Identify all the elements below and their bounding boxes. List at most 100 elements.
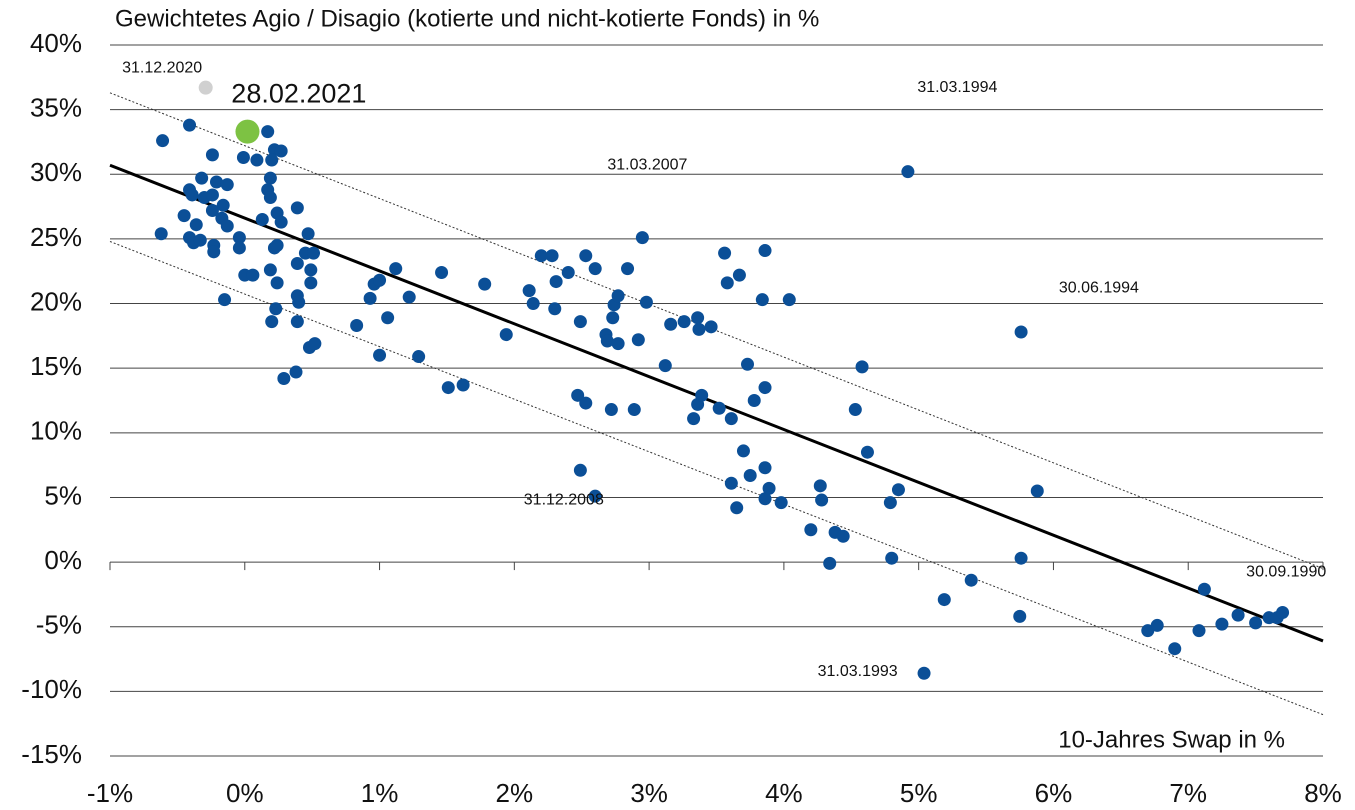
y-tick-label: 20% bbox=[30, 286, 82, 316]
point bbox=[220, 178, 234, 192]
annotation: 30.06.1994 bbox=[1059, 279, 1139, 296]
point bbox=[263, 263, 277, 277]
point bbox=[363, 291, 377, 305]
y-tick-label: 15% bbox=[30, 351, 82, 381]
point bbox=[758, 461, 772, 475]
point bbox=[588, 489, 602, 503]
point bbox=[604, 403, 618, 417]
point bbox=[522, 284, 536, 298]
point bbox=[381, 311, 395, 325]
point bbox=[548, 302, 562, 316]
x-tick-label: 1% bbox=[361, 778, 399, 808]
point bbox=[534, 249, 548, 263]
point bbox=[205, 188, 219, 202]
point bbox=[205, 203, 219, 217]
point bbox=[631, 333, 645, 347]
point bbox=[373, 273, 387, 287]
x-tick-label: 2% bbox=[496, 778, 534, 808]
point bbox=[730, 501, 744, 515]
point bbox=[265, 153, 279, 167]
point bbox=[758, 381, 772, 395]
point bbox=[195, 171, 209, 185]
point bbox=[205, 148, 219, 162]
point bbox=[261, 125, 275, 139]
point bbox=[177, 209, 191, 223]
point bbox=[573, 315, 587, 329]
y-tick-label: 35% bbox=[30, 93, 82, 123]
point bbox=[274, 144, 288, 158]
point bbox=[579, 396, 593, 410]
y-tick-label: 5% bbox=[44, 480, 82, 510]
highlight-point bbox=[235, 119, 260, 144]
point bbox=[782, 293, 796, 307]
point bbox=[627, 403, 641, 417]
point bbox=[1276, 606, 1290, 620]
point bbox=[855, 360, 869, 374]
point bbox=[561, 266, 575, 280]
point bbox=[236, 150, 250, 164]
annotation: 31.12.2020 bbox=[122, 59, 202, 76]
point bbox=[611, 337, 625, 351]
point bbox=[216, 198, 230, 212]
y-tick-label: 40% bbox=[30, 28, 82, 58]
point bbox=[606, 311, 620, 325]
point bbox=[526, 297, 540, 311]
point bbox=[901, 165, 915, 179]
point bbox=[250, 153, 264, 167]
band-line bbox=[109, 241, 1324, 716]
point bbox=[441, 381, 455, 395]
point bbox=[277, 372, 291, 386]
point bbox=[720, 276, 734, 290]
point bbox=[301, 227, 315, 241]
point bbox=[269, 302, 283, 316]
point bbox=[600, 334, 614, 348]
point bbox=[687, 412, 701, 426]
point bbox=[1197, 582, 1211, 596]
point bbox=[724, 412, 738, 426]
point bbox=[218, 293, 232, 307]
point bbox=[478, 277, 492, 291]
point bbox=[747, 394, 761, 407]
point bbox=[263, 191, 277, 205]
point bbox=[677, 315, 691, 329]
x-tick-label: 3% bbox=[630, 778, 668, 808]
y-tick-label: 10% bbox=[30, 416, 82, 446]
point bbox=[964, 573, 978, 587]
point bbox=[815, 493, 829, 507]
point bbox=[246, 268, 260, 282]
point bbox=[860, 445, 874, 459]
annotation: 28.02.2021 bbox=[231, 79, 366, 109]
chart-title: Gewichtetes Agio / Disagio (kotierte und… bbox=[115, 5, 819, 32]
point bbox=[639, 295, 653, 309]
point bbox=[691, 311, 705, 325]
point bbox=[883, 496, 897, 510]
point bbox=[732, 268, 746, 282]
point bbox=[755, 293, 769, 307]
point bbox=[573, 463, 587, 477]
point bbox=[1030, 484, 1044, 498]
point bbox=[1249, 616, 1263, 630]
point bbox=[1192, 624, 1206, 638]
point bbox=[712, 401, 726, 415]
point bbox=[304, 263, 318, 277]
point bbox=[774, 496, 788, 510]
y-tick-label: 25% bbox=[30, 222, 82, 252]
point bbox=[207, 245, 221, 259]
annotation: 31.03.1993 bbox=[818, 663, 898, 680]
point bbox=[307, 246, 321, 260]
point bbox=[579, 249, 593, 263]
annotation: 31.12.2008 bbox=[524, 491, 604, 508]
point bbox=[736, 444, 750, 458]
point bbox=[154, 227, 168, 241]
point bbox=[545, 249, 559, 263]
point bbox=[621, 262, 635, 276]
point bbox=[350, 319, 364, 333]
x-tick-label: 5% bbox=[900, 778, 938, 808]
point bbox=[937, 593, 951, 607]
x-tick-label: 7% bbox=[1169, 778, 1207, 808]
y-tick-label: -15% bbox=[21, 739, 82, 769]
point bbox=[373, 348, 387, 362]
point bbox=[156, 134, 170, 148]
point bbox=[724, 476, 738, 490]
point bbox=[270, 238, 284, 252]
